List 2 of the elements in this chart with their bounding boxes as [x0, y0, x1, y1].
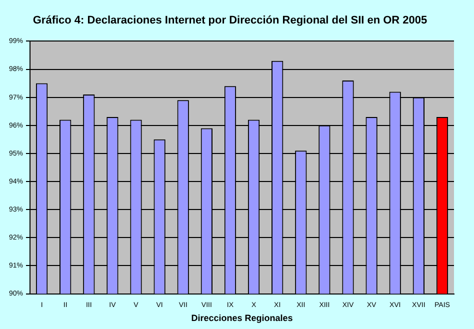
x-axis-title: Direcciones Regionales: [191, 313, 293, 324]
chart-title: Gráfico 4: Declaraciones Internet por Dirección Regional del SII en OR 2005: [32, 14, 428, 27]
